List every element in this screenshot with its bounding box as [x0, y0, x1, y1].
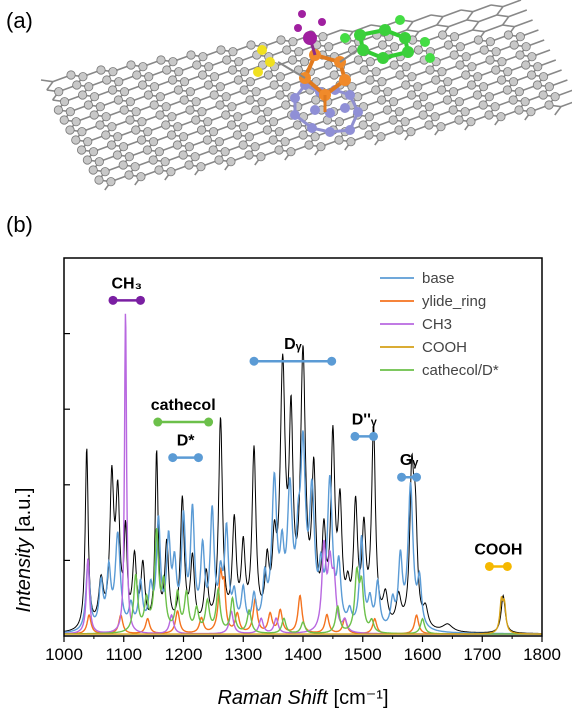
legend-label: CH3 — [422, 316, 452, 333]
x-tick-label: 1000 — [45, 645, 83, 664]
annotation-dot — [108, 295, 118, 305]
annotation-label: cathecol — [151, 397, 216, 414]
graphene-atoms — [53, 30, 560, 187]
legend-label: ylide_ring — [422, 293, 486, 310]
molecule-structure-image — [40, 0, 572, 191]
annotation-dot — [249, 356, 259, 366]
series-line-total — [63, 345, 542, 634]
annotation-label: Dᵧ — [284, 336, 302, 353]
x-tick-label: 1600 — [404, 645, 442, 664]
x-tick-label: 1100 — [105, 645, 142, 664]
annotation-dot — [369, 431, 379, 441]
annotation-label: Gᵧ — [400, 452, 418, 469]
annotation-dot — [153, 417, 163, 427]
annotation-dot — [327, 356, 337, 366]
panel-label-b: (b) — [6, 212, 33, 237]
legend-label: base — [422, 270, 455, 287]
series-line-base — [64, 430, 542, 635]
x-axis-label: Raman Shift [cm⁻¹] — [217, 687, 388, 709]
x-tick-label: 1800 — [523, 645, 561, 664]
annotation-dot — [397, 472, 407, 482]
methyl-group — [294, 10, 326, 56]
annotation-dot — [412, 472, 422, 482]
annotation-dot — [135, 295, 145, 305]
annotation-label: COOH — [474, 541, 522, 558]
annotation-dot — [204, 417, 214, 427]
x-axis-label-text: Raman Shift — [217, 687, 328, 709]
x-tick-label: 1300 — [224, 645, 262, 664]
y-axis-label: Intensity [a.u.] — [13, 488, 35, 613]
cathecol-group — [339, 15, 435, 64]
panel-label-a: (a) — [6, 8, 33, 33]
annotation-label: CH₃ — [111, 275, 142, 292]
legend-label: COOH — [422, 339, 467, 356]
annotation-dot — [350, 431, 360, 441]
x-tick-label: 1500 — [344, 645, 382, 664]
y-axis-label-text: Intensity — [13, 537, 35, 612]
x-tick-label: 1400 — [284, 645, 322, 664]
annotation-dot — [502, 561, 512, 571]
x-tick-label: 1200 — [165, 645, 203, 664]
annotation-label: D* — [177, 433, 196, 450]
annotation-dot — [484, 561, 494, 571]
ylide-ring — [299, 49, 351, 112]
legend-label: cathecol/D* — [422, 362, 499, 379]
annotation-label: D''ᵧ — [352, 411, 377, 428]
x-tick-label: 1700 — [463, 645, 501, 664]
annotation-dot — [168, 453, 178, 463]
raman-spectrum-chart: 1000 1100 1200 1300 1400 1500 1600 1700 1800 CH₃… — [0, 240, 572, 715]
series-line-COOH — [64, 595, 542, 635]
cooh-group — [253, 45, 306, 79]
annotation-dot — [193, 453, 203, 463]
x-axis-unit: [cm⁻¹] — [334, 687, 389, 709]
y-axis-unit: [a.u.] — [13, 488, 35, 532]
